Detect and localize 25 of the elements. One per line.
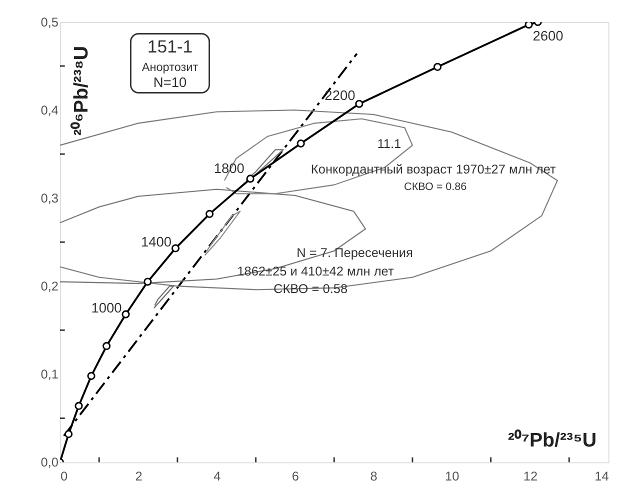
x-tick-label: 12 [523, 468, 538, 484]
y-tick-label: 0,4 [40, 102, 58, 118]
x-tick-label: 2 [135, 468, 142, 484]
annotation: N=10 [153, 74, 187, 90]
annotation: 1000 [91, 300, 122, 316]
x-tick-label: 10 [445, 468, 460, 484]
annotation: 151-1 [147, 36, 193, 56]
x-tick-label: 4 [214, 468, 221, 484]
y-tick-label: 0,3 [40, 190, 58, 206]
x-tick-label: 8 [370, 468, 378, 484]
annotation: СКВО = 0.86 [404, 181, 467, 194]
x-axis-title: ²⁰⁷Pb/²³⁵U [508, 428, 597, 452]
y-tick-label: 0,1 [40, 366, 58, 382]
x-tick-label: 6 [292, 468, 300, 484]
y-axis-title: ²⁰⁶Pb/²³⁸U [69, 46, 92, 136]
annotation: 2600 [532, 28, 564, 44]
x-tick-label: 14 [594, 468, 609, 484]
annotation: 1400 [140, 234, 172, 250]
y-tick-label: 0,2 [40, 278, 58, 294]
annotation: Анортозит [142, 61, 199, 74]
y-tick-label: 0,5 [40, 14, 58, 30]
y-tick-label: 0,0 [40, 454, 58, 470]
x-tick-label: 0 [60, 468, 68, 484]
annotation: 2200 [324, 88, 356, 103]
annotation: 11.1 [377, 136, 402, 151]
